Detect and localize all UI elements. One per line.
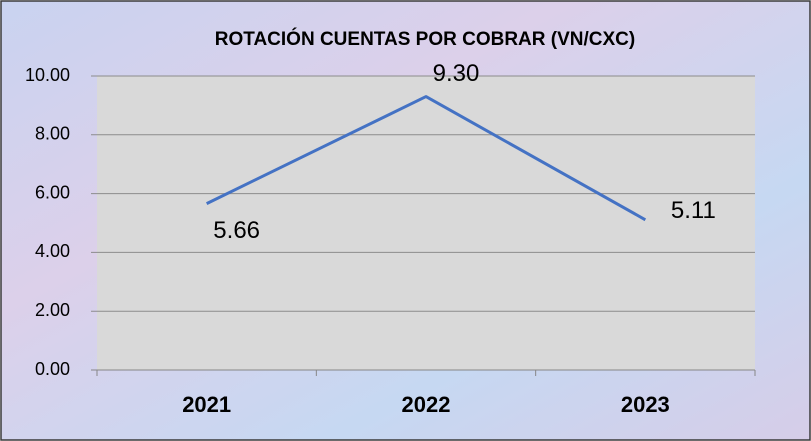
chart-title: ROTACIÓN CUENTAS POR COBRAR (VN/CXC) [215,28,635,50]
x-tick-label: 2021 [182,392,231,417]
y-tick-label: 8.00 [35,124,70,144]
data-label: 9.30 [433,60,480,87]
data-label: 5.66 [213,217,260,244]
y-tick-label: 0.00 [35,359,70,379]
data-label: 5.11 [671,197,716,224]
y-tick-label: 2.00 [35,300,70,320]
y-tick-label: 10.00 [25,65,70,85]
x-tick-label: 2023 [621,392,670,417]
x-tick-label: 2022 [402,392,451,417]
data-line [206,95,647,222]
y-tick-label: 6.00 [35,182,70,202]
plot-area [97,76,755,370]
y-tick-label: 4.00 [35,241,70,261]
